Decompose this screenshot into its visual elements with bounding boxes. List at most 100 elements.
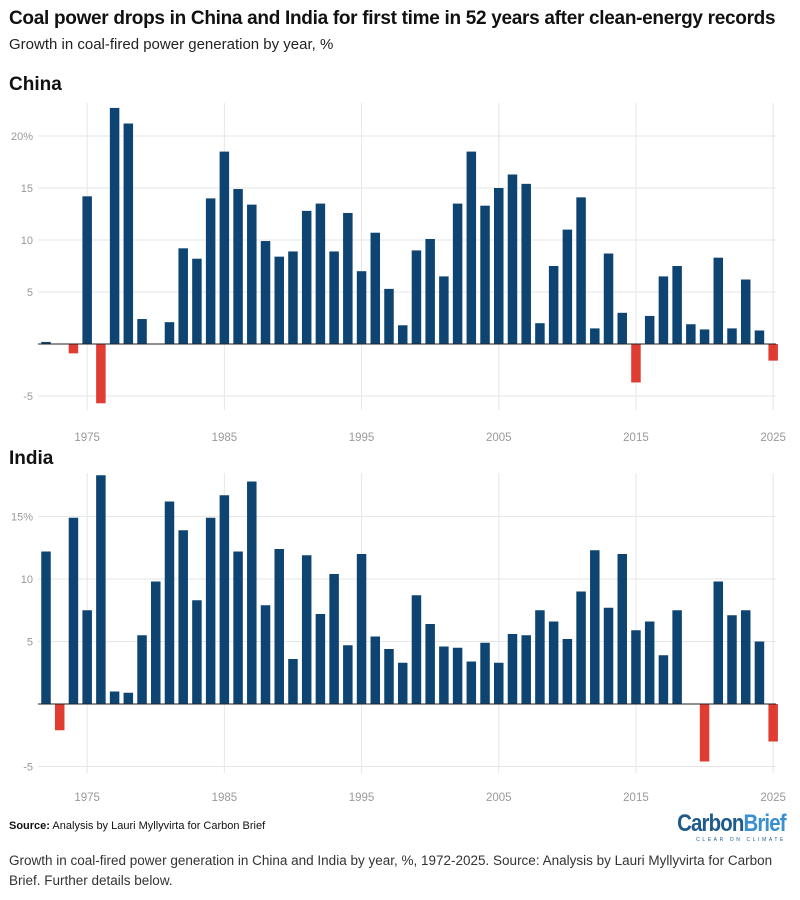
bar-positive [727, 328, 737, 344]
bar-positive [590, 328, 600, 344]
bar-positive [425, 624, 435, 704]
source-label: Source: [9, 820, 50, 832]
india-bar-chart: -5 5 10 15% 1975 1985 1995 2005 2015 2025 [11, 473, 786, 804]
bar-positive [562, 229, 573, 344]
y-tick-label: 15 [21, 183, 33, 195]
bar-positive [260, 605, 271, 704]
bar-positive [384, 649, 394, 704]
x-tick-label: 1975 [74, 432, 100, 444]
chart-subtitle: Growth in coal-fired power generation by… [9, 36, 334, 53]
logo-tagline: CLEAR ON CLIMATE [696, 837, 786, 843]
bar-positive [548, 266, 559, 344]
bar-positive [247, 481, 257, 704]
bar-positive [411, 250, 422, 344]
x-tick-label: 2025 [760, 432, 786, 444]
bar-positive [192, 258, 202, 344]
bar-positive [164, 501, 175, 704]
bar-positive [205, 517, 216, 704]
bar-positive [315, 203, 326, 344]
bar-positive [82, 196, 92, 344]
x-tick-label: 1985 [212, 432, 238, 444]
bar-positive [466, 661, 477, 704]
bar-positive [123, 692, 134, 704]
bar-positive [260, 241, 271, 344]
x-tick-label: 1975 [74, 792, 100, 804]
bar-positive [384, 288, 394, 344]
chart-title: Coal power drops in China and India for … [9, 8, 776, 29]
bar-positive [356, 554, 367, 704]
bar-positive [329, 251, 339, 344]
bar-positive [562, 639, 573, 704]
bar-positive [494, 188, 504, 344]
bar-positive [576, 591, 586, 704]
bar-positive [754, 641, 765, 704]
bar-positive [219, 151, 230, 344]
x-tick-label: 2025 [760, 792, 786, 804]
bar-negative [54, 704, 65, 731]
x-tick-label: 2005 [486, 792, 512, 804]
bar-positive [329, 574, 339, 704]
india-panel-title: India [9, 448, 58, 470]
bar-positive [603, 253, 614, 344]
bar-positive [576, 197, 586, 344]
bar-positive [219, 495, 230, 704]
bar-positive [713, 257, 724, 344]
bar-positive [452, 203, 463, 344]
bar-positive [274, 256, 284, 344]
bar-positive [164, 322, 175, 344]
bar-negative [768, 344, 778, 361]
bar-positive [535, 323, 545, 344]
bar-positive [425, 238, 435, 344]
bar-positive [713, 581, 724, 704]
bar-positive [617, 312, 627, 344]
bar-positive [178, 248, 188, 344]
china-bar-chart: -5 5 10 15 20% 1975 1985 1995 2005 2015 2025 [11, 103, 786, 444]
y-tick-label: 5 [27, 637, 33, 649]
china-panel-title: China [9, 74, 62, 95]
bar-positive [96, 475, 106, 704]
bar-positive [617, 554, 627, 704]
y-tick-label: 20% [11, 131, 33, 143]
y-tick-label: -5 [23, 391, 33, 403]
bar-positive [397, 325, 408, 344]
bar-positive [439, 646, 449, 704]
bar-positive [480, 642, 490, 704]
carbon-brief-logo: CarbonBrief CLEAR ON CLIMATE [658, 810, 787, 844]
bar-positive [644, 621, 655, 704]
bar-positive [41, 551, 51, 704]
bar-positive [233, 189, 243, 344]
bar-positive [301, 210, 312, 344]
bar-positive [658, 655, 669, 704]
bar-positive [686, 324, 696, 344]
bar-positive [740, 279, 751, 344]
logo-part2: Brief [743, 810, 787, 837]
bar-positive [494, 662, 504, 704]
bar-positive [123, 123, 134, 344]
bar-negative [96, 344, 106, 404]
x-tick-label: 1985 [212, 792, 238, 804]
bar-positive [68, 517, 79, 704]
bar-positive [192, 600, 202, 704]
bar-positive [699, 329, 710, 344]
bar-positive [315, 614, 326, 704]
bar-negative [631, 344, 641, 383]
bar-positive [466, 151, 477, 344]
bar-positive [109, 107, 120, 344]
bar-positive [205, 198, 216, 344]
bar-positive [521, 183, 531, 344]
bar-positive [247, 204, 257, 344]
y-tick-label: -5 [23, 762, 33, 774]
y-tick-label: 5 [27, 287, 33, 299]
bar-positive [151, 581, 161, 704]
bar-positive [603, 607, 614, 704]
bar-positive [137, 319, 147, 344]
bar-positive [82, 610, 92, 704]
bar-negative [768, 704, 778, 742]
bar-positive [727, 615, 737, 704]
bar-positive [590, 550, 600, 704]
y-tick-label: 10 [21, 235, 33, 247]
source-text: Analysis by Lauri Myllyvirta for Carbon … [52, 820, 266, 832]
bar-positive [370, 636, 381, 704]
bar-positive [535, 610, 545, 704]
logo-part1: Carbon [677, 810, 744, 837]
